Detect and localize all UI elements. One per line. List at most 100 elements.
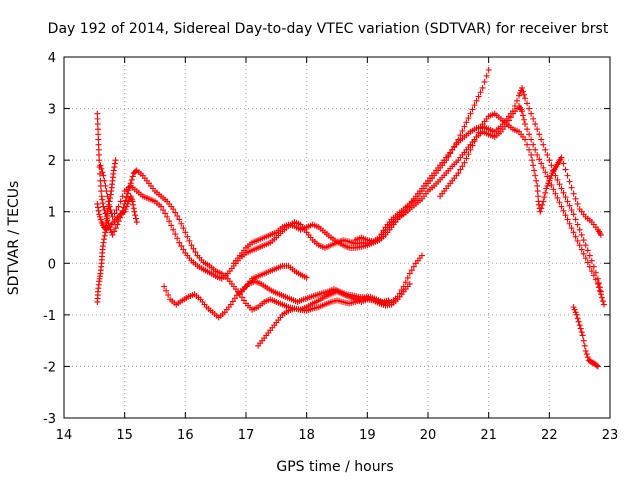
data-point <box>94 110 101 117</box>
data-point <box>402 279 409 286</box>
data-point <box>582 255 589 262</box>
data-point <box>461 159 468 166</box>
data-point <box>528 151 535 158</box>
data-point <box>534 151 541 158</box>
data-point <box>584 354 591 361</box>
data-point <box>463 155 470 162</box>
data-point <box>107 191 114 198</box>
series-arc-10 <box>94 157 119 305</box>
data-point <box>544 151 551 158</box>
data-point <box>174 235 181 242</box>
data-point <box>538 160 545 167</box>
data-point <box>578 231 585 238</box>
data-point <box>94 200 101 207</box>
data-point <box>560 189 567 196</box>
x-tick-label: 17 <box>238 428 255 443</box>
x-tick-label: 14 <box>56 428 73 443</box>
data-point <box>538 205 545 212</box>
data-point <box>108 229 115 236</box>
data-point <box>477 89 484 96</box>
data-point <box>104 208 111 215</box>
data-point <box>592 276 599 283</box>
data-point <box>163 287 170 294</box>
data-point <box>172 231 179 238</box>
data-point <box>530 141 537 148</box>
data-point <box>562 212 569 219</box>
data-point <box>524 126 531 133</box>
y-tick-label: 2 <box>48 154 56 169</box>
data-point <box>564 198 571 205</box>
data-point <box>130 201 137 208</box>
data-point <box>170 226 177 233</box>
data-point <box>543 185 550 192</box>
data-point <box>521 91 528 98</box>
data-point <box>465 115 472 122</box>
data-point <box>132 168 139 175</box>
data-point <box>97 162 104 169</box>
data-point <box>113 206 120 213</box>
data-point <box>554 194 561 201</box>
data-point <box>566 220 573 227</box>
data-point <box>170 206 177 213</box>
data-point <box>524 141 531 148</box>
data-point <box>122 197 129 204</box>
data-point <box>586 252 593 259</box>
data-point <box>408 267 415 274</box>
data-point <box>576 242 583 249</box>
data-point <box>459 127 466 134</box>
data-point <box>529 157 536 164</box>
data-point <box>160 206 167 213</box>
data-point <box>596 287 603 294</box>
data-point <box>122 206 129 213</box>
y-tick-label: 4 <box>48 51 56 66</box>
data-point <box>566 178 573 185</box>
data-point <box>111 160 118 167</box>
data-point <box>123 194 130 201</box>
data-point <box>562 194 569 201</box>
data-point <box>528 110 535 117</box>
data-point <box>461 123 468 130</box>
x-tick-label: 16 <box>177 428 194 443</box>
data-point <box>548 182 555 189</box>
data-point <box>530 162 537 169</box>
data-point <box>479 84 486 91</box>
x-tick-label: 19 <box>359 428 376 443</box>
data-point <box>505 117 512 124</box>
data-point <box>158 203 165 210</box>
series-arc-11 <box>94 193 140 233</box>
data-point <box>130 205 137 212</box>
data-point <box>579 332 586 339</box>
data-point <box>174 213 181 220</box>
data-point <box>180 246 187 253</box>
data-point <box>240 297 247 304</box>
data-point <box>516 92 522 99</box>
data-point <box>98 188 105 195</box>
data-point <box>521 116 528 123</box>
data-point <box>475 129 482 136</box>
data-point <box>95 136 102 143</box>
data-point <box>229 298 236 305</box>
data-point <box>571 306 578 313</box>
data-point <box>418 252 425 259</box>
data-point <box>111 228 118 235</box>
data-point <box>536 131 543 138</box>
series-arc-3 <box>161 278 392 321</box>
data-point <box>600 301 607 308</box>
data-point <box>96 213 103 220</box>
data-point <box>231 295 238 302</box>
data-point <box>520 88 527 95</box>
data-point <box>580 237 587 244</box>
data-point <box>540 198 547 205</box>
data-point <box>132 215 139 222</box>
data-point <box>131 208 138 215</box>
data-point <box>95 151 102 158</box>
data-point <box>519 108 526 115</box>
data-point <box>481 78 488 85</box>
data-point <box>560 160 567 167</box>
data-point <box>123 203 130 210</box>
data-point <box>586 263 593 270</box>
data-point <box>94 121 101 128</box>
data-point <box>556 199 563 206</box>
